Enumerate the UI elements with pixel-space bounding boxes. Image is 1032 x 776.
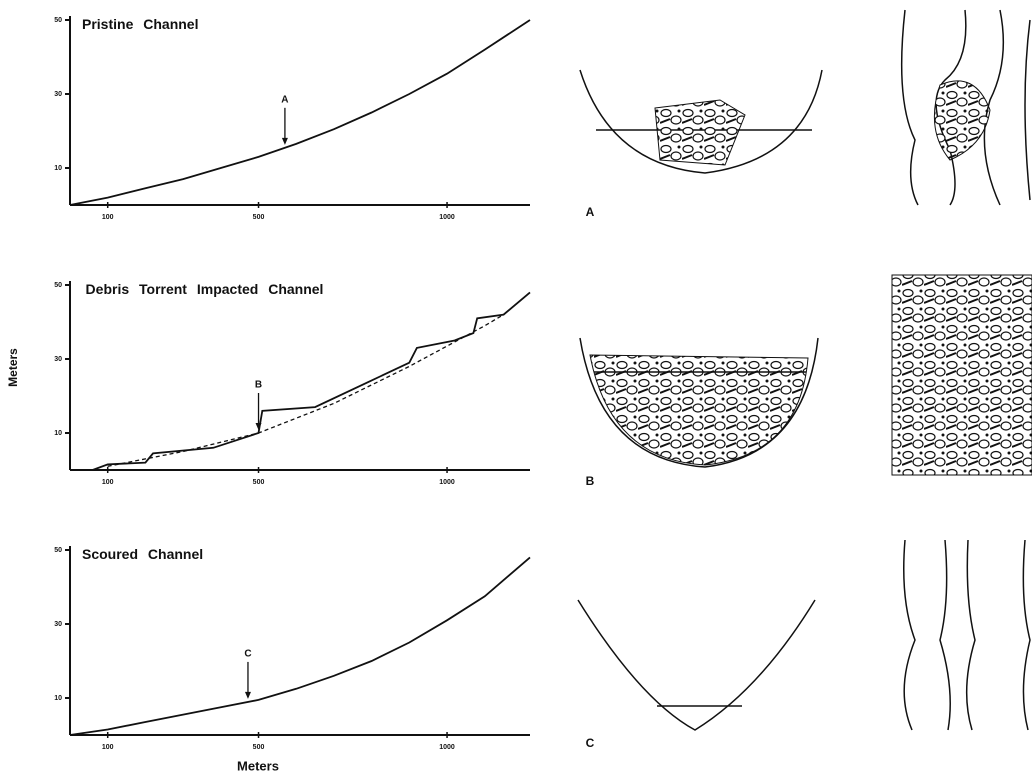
- bank: [1023, 540, 1030, 730]
- figure: 1030501005001000Pristine ChannelA1030501…: [0, 0, 1032, 776]
- bank: [902, 10, 918, 205]
- y-tick-label: 30: [54, 91, 62, 98]
- plan-views: [892, 10, 1032, 730]
- x-axis-label: Meters: [237, 758, 279, 773]
- debris: [655, 100, 745, 165]
- debris-jam: [934, 81, 990, 160]
- y-tick-label: 10: [54, 695, 62, 702]
- x-tick-label: 1000: [439, 479, 455, 486]
- drawing-label: C: [586, 736, 595, 750]
- x-tick-label: 500: [253, 479, 265, 486]
- x-tick-label: 1000: [439, 214, 455, 221]
- trend-line: [108, 315, 504, 467]
- arrow-head: [256, 423, 262, 430]
- y-tick-label: 50: [54, 17, 62, 24]
- cross-sections: [578, 70, 822, 730]
- y-tick-label: 30: [54, 621, 62, 628]
- bank: [1025, 20, 1030, 200]
- chart: 10 30 50 100 500 1000 Scoured Channel C Meters: [54, 544, 530, 773]
- annotation: B: [255, 380, 262, 391]
- arrow-head: [282, 138, 288, 145]
- bank: [967, 540, 975, 730]
- y-axis-label: Meters: [6, 348, 20, 387]
- chart: 10 30 50 100 500 1000 Debris Torrent Impacted …: [6, 279, 530, 486]
- y-tick-label: 10: [54, 165, 62, 172]
- x-tick-label: 1000: [439, 744, 455, 751]
- drawing-label: B: [586, 474, 595, 488]
- arrow-head: [245, 692, 251, 699]
- x-tick-label: 100: [102, 214, 114, 221]
- y-tick-label: 10: [54, 430, 62, 437]
- bank: [904, 540, 915, 730]
- annotation: C: [244, 649, 251, 660]
- x-tick-label: 500: [253, 744, 265, 751]
- chart: 10 30 50 100 500 1000 Pristine Channel A: [54, 14, 530, 221]
- cross-section-c: [578, 600, 815, 730]
- y-tick-label: 30: [54, 356, 62, 363]
- chart-title-box: Scoured Channel: [82, 544, 342, 594]
- x-tick-label: 500: [253, 214, 265, 221]
- debris-plan: [892, 275, 1032, 475]
- y-tick-label: 50: [54, 547, 62, 554]
- annotation: A: [281, 94, 288, 105]
- chart-title-box: Pristine Channel: [82, 14, 342, 64]
- bank: [940, 540, 950, 730]
- chart-title: Debris Torrent Impacted Channel: [82, 279, 327, 299]
- y-tick-label: 50: [54, 282, 62, 289]
- x-tick-label: 100: [102, 479, 114, 486]
- x-tick-label: 100: [102, 744, 114, 751]
- chart-title-box: Debris Torrent Impacted Channel: [82, 279, 342, 329]
- chart-title: Scoured Channel: [82, 544, 342, 564]
- drawing-label: A: [586, 205, 595, 219]
- chart-title: Pristine Channel: [82, 14, 342, 34]
